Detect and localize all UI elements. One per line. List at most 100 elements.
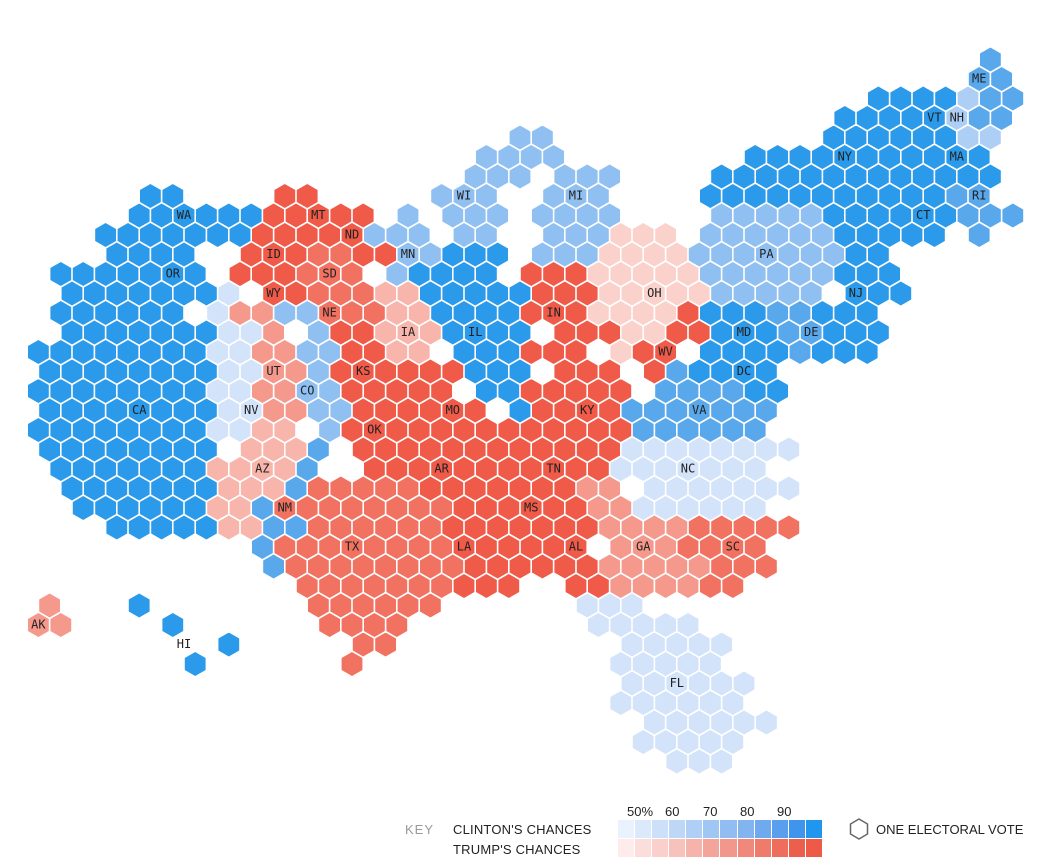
electoral-vote-hex: [183, 260, 207, 288]
state-me[interactable]: [967, 46, 1025, 132]
electoral-vote-hex: [665, 670, 689, 697]
electoral-vote-hex: [743, 377, 767, 405]
electoral-vote-hex: [699, 494, 722, 522]
state-ok[interactable]: [340, 397, 431, 483]
state-ky[interactable]: [519, 358, 644, 424]
electoral-vote-hex: [430, 260, 453, 288]
electoral-vote-hex: [508, 475, 532, 502]
state-ca[interactable]: [27, 260, 218, 541]
electoral-vote-hex: [262, 397, 285, 424]
state-hi[interactable]: [127, 592, 241, 678]
state-ut[interactable]: [228, 299, 308, 424]
electoral-vote-hex: [676, 260, 700, 288]
state-tx[interactable]: [273, 475, 465, 678]
electoral-vote-hex: [475, 533, 498, 561]
electoral-vote-hex: [553, 358, 577, 385]
electoral-vote-hex: [183, 416, 207, 444]
state-ne[interactable]: [318, 280, 386, 327]
state-label-sd: SD: [322, 267, 336, 281]
state-al[interactable]: [531, 475, 610, 600]
state-ri[interactable]: [945, 182, 1025, 249]
state-ms[interactable]: [486, 475, 554, 580]
state-label-ms: MS: [524, 501, 538, 515]
electoral-vote-hex: [643, 709, 666, 736]
electoral-vote-hex: [452, 533, 476, 561]
electoral-vote-hex: [945, 104, 969, 132]
electoral-vote-hex: [710, 163, 733, 190]
state-md[interactable]: [687, 299, 789, 385]
electoral-vote-hex: [83, 280, 106, 307]
electoral-vote-hex: [497, 572, 521, 600]
state-wi[interactable]: [430, 143, 532, 249]
electoral-vote-hex: [620, 397, 644, 424]
state-sd[interactable]: [295, 241, 364, 307]
state-nv[interactable]: [206, 280, 263, 444]
state-ak[interactable]: [27, 592, 73, 639]
electoral-vote-hex: [307, 514, 330, 541]
electoral-vote-hex: [71, 416, 95, 444]
electoral-vote-hex: [643, 553, 666, 580]
state-la[interactable]: [441, 494, 532, 600]
electoral-vote-hex: [71, 299, 95, 327]
state-vt[interactable]: [900, 85, 957, 151]
electoral-vote-hex: [620, 514, 644, 541]
electoral-vote-hex: [710, 631, 733, 658]
electoral-vote-hex: [486, 241, 509, 268]
hex-map-svg: WA OR CA NV ID MT WY UT AZ CO NM ND SD NE KS OK TX MN IA MO…: [27, 46, 1025, 775]
electoral-vote-hex: [788, 260, 812, 288]
electoral-vote-hex: [217, 319, 241, 346]
electoral-vote-hex: [755, 163, 778, 190]
state-wv[interactable]: [631, 299, 711, 385]
electoral-vote-hex: [844, 241, 868, 268]
electoral-vote-hex: [206, 455, 229, 483]
state-label-ky: KY: [580, 403, 595, 417]
legend-tick-70: 70: [703, 804, 718, 819]
state-fl[interactable]: [575, 592, 778, 775]
state-ct[interactable]: [878, 182, 957, 249]
state-de[interactable]: [766, 299, 823, 366]
electoral-vote-hex: [777, 319, 801, 346]
electoral-vote-hex: [206, 416, 229, 444]
electoral-vote-hex: [676, 533, 700, 561]
electoral-vote-hex: [979, 85, 1002, 112]
state-or[interactable]: [105, 241, 218, 307]
trump-ramp-swatch: [618, 839, 635, 857]
clinton-color-ramp: [618, 820, 822, 838]
electoral-vote-hex: [598, 553, 621, 580]
electoral-vote-hex: [553, 280, 577, 307]
state-nh[interactable]: [945, 85, 1002, 151]
electoral-vote-hex: [307, 553, 330, 580]
state-dc[interactable]: [710, 358, 789, 405]
state-wa[interactable]: [94, 182, 263, 249]
electoral-vote-hex: [49, 260, 73, 288]
electoral-vote-hex: [441, 241, 465, 268]
hexagon-icon: [849, 818, 869, 840]
electoral-vote-hex: [732, 709, 756, 736]
electoral-vote-hex: [150, 475, 173, 502]
clinton-ramp-swatch: [703, 820, 720, 838]
state-oh[interactable]: [587, 221, 711, 366]
state-nj[interactable]: [811, 221, 913, 366]
trump-ramp-swatch: [669, 839, 686, 857]
state-nc[interactable]: [609, 436, 801, 522]
electoral-vote-hex: [788, 221, 812, 249]
electoral-vote-hex: [206, 221, 229, 249]
state-pa[interactable]: [687, 202, 845, 307]
electoral-vote-hex: [721, 338, 745, 366]
state-id[interactable]: [228, 202, 308, 288]
electoral-vote-hex: [161, 377, 185, 405]
state-label-ut: UT: [266, 364, 280, 378]
electoral-vote-hex: [643, 475, 666, 502]
state-mt[interactable]: [273, 182, 353, 249]
electoral-vote-hex: [94, 260, 117, 288]
state-wy[interactable]: [262, 260, 308, 307]
state-il[interactable]: [407, 241, 532, 424]
state-ma[interactable]: [900, 143, 1002, 190]
electoral-vote-hex: [228, 455, 252, 483]
electoral-vote-hex: [183, 221, 207, 249]
electoral-vote-hex: [609, 455, 633, 483]
clinton-ramp-swatch: [669, 820, 686, 838]
electoral-vote-hex: [396, 241, 420, 268]
electoral-vote-hex: [307, 397, 330, 424]
electoral-vote-hex: [788, 299, 812, 327]
